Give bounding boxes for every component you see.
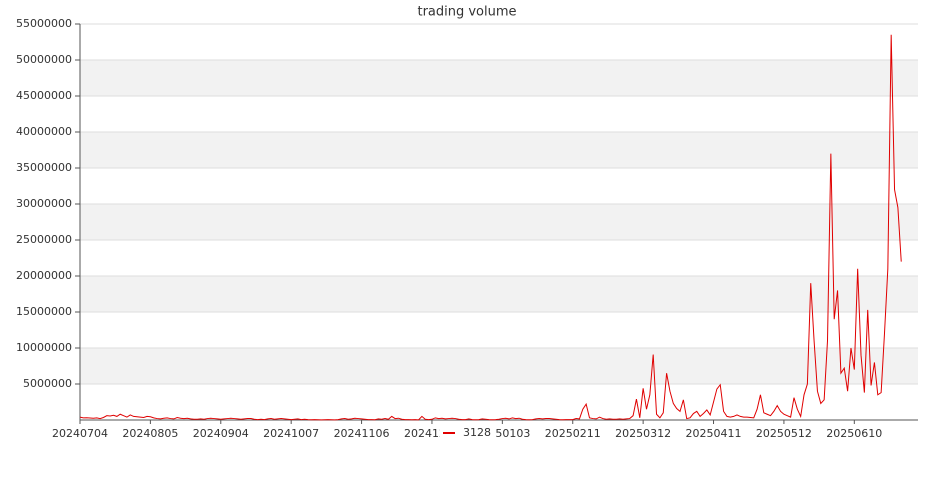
- x-tick-label: 20250512: [756, 427, 812, 440]
- grid-band: [80, 276, 918, 312]
- y-tick-label: 45000000: [16, 89, 72, 102]
- y-tick-label: 30000000: [16, 197, 72, 210]
- grid-band: [80, 132, 918, 168]
- y-tick-label: 20000000: [16, 269, 72, 282]
- y-tick-label: 55000000: [16, 17, 72, 30]
- chart-title: trading volume: [417, 5, 516, 20]
- x-tick-label: 20250610: [826, 427, 882, 440]
- x-tick-label: 20241106: [334, 427, 390, 440]
- grid-band: [80, 60, 918, 96]
- x-tick-label: 20240704: [52, 427, 108, 440]
- y-tick-label: 25000000: [16, 233, 72, 246]
- y-tick-label: 40000000: [16, 125, 72, 138]
- y-tick-label: 5000000: [23, 377, 72, 390]
- grid-band: [80, 204, 918, 240]
- data-line: [79, 34, 902, 421]
- x-tick-label: 20250312: [615, 427, 671, 440]
- x-tick-label: 20240805: [122, 427, 178, 440]
- y-tick-label: 15000000: [16, 305, 72, 318]
- legend-box: [440, 425, 496, 441]
- y-tick-label: 50000000: [16, 53, 72, 66]
- y-tick-label: 10000000: [16, 341, 72, 354]
- grid-band: [80, 348, 918, 384]
- y-tick-label: 35000000: [16, 161, 72, 174]
- x-tick-label: 20250211: [545, 427, 601, 440]
- x-tick-label: 20241007: [263, 427, 319, 440]
- legend-label: 3128: [463, 426, 491, 439]
- x-tick-label: 20240904: [193, 427, 249, 440]
- x-tick-label: 20250411: [686, 427, 742, 440]
